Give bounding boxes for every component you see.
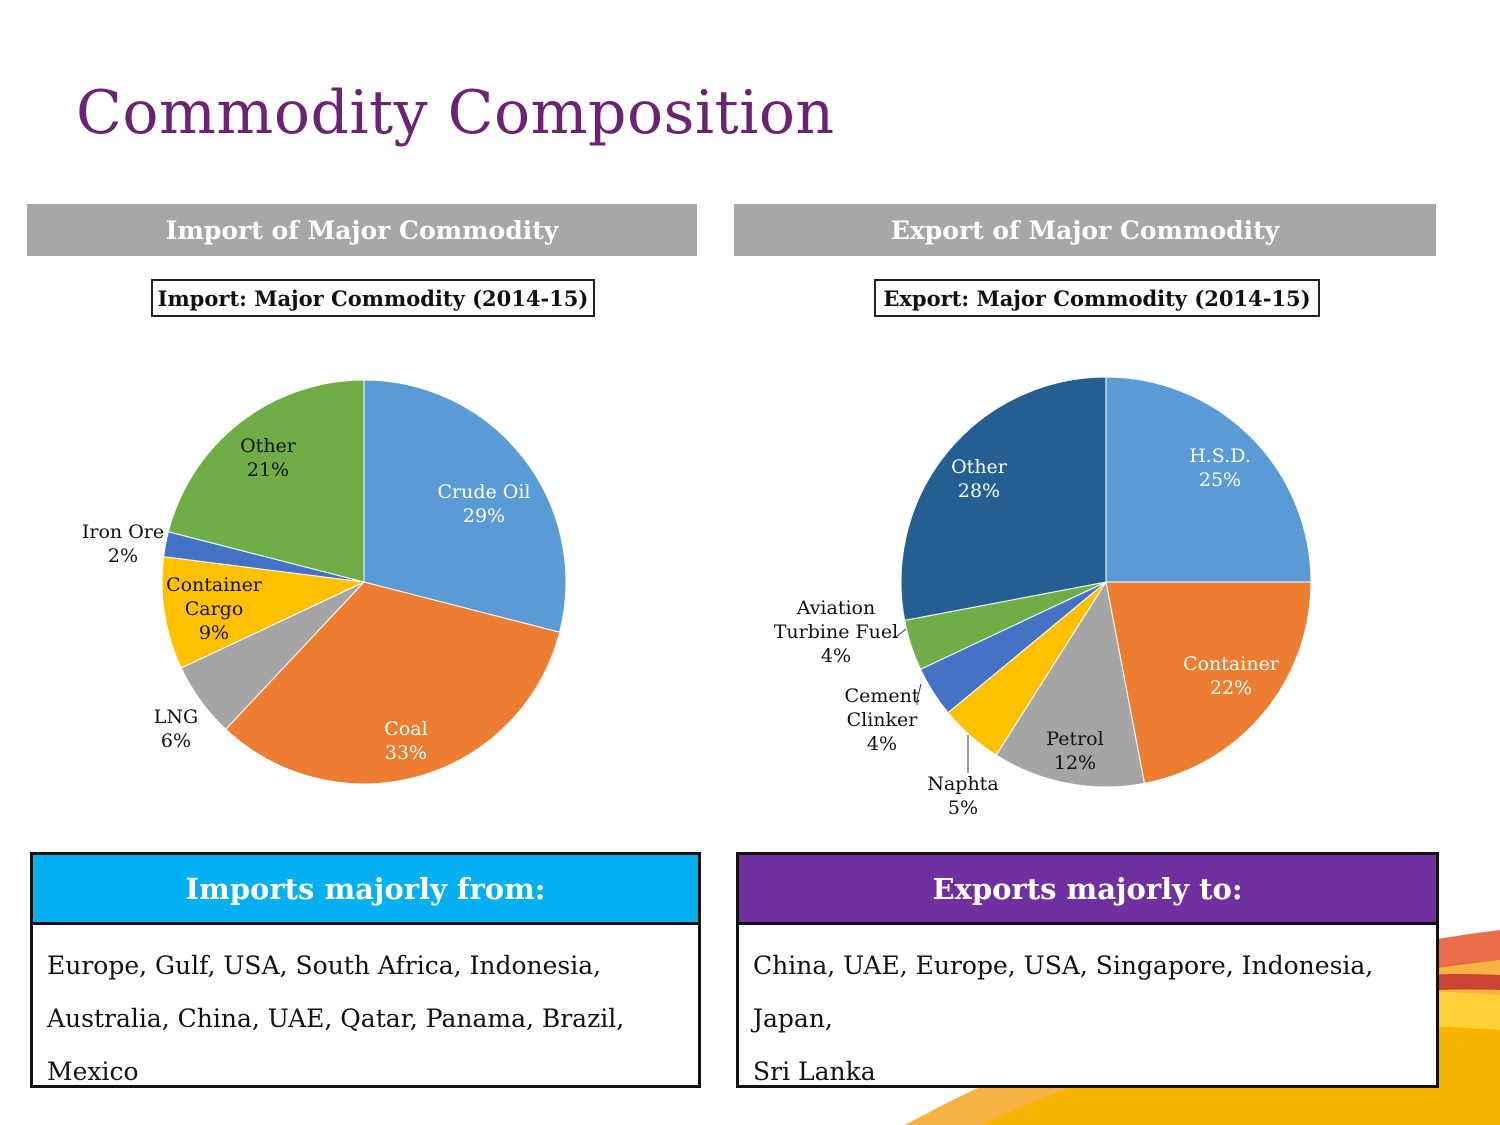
slice-label-coal: Coal 33% bbox=[384, 718, 427, 764]
slice-label-iron-ore: Iron Ore 2% bbox=[82, 521, 164, 567]
imports-line-2: Australia, China, UAE, Qatar, Panama, Br… bbox=[47, 1004, 625, 1086]
slice-label-lng: LNG 6% bbox=[154, 706, 198, 752]
exports-heading: Exports majorly to: bbox=[739, 855, 1436, 925]
leader-line-cement-clinker bbox=[916, 683, 922, 705]
imports-line-1: Europe, Gulf, USA, South Africa, Indones… bbox=[47, 951, 602, 980]
exports-line-1: China, UAE, Europe, USA, Singapore, Indo… bbox=[753, 951, 1374, 1033]
imports-box: Imports majorly from: Europe, Gulf, USA,… bbox=[30, 852, 701, 1088]
slice-label-crude-oil: Crude Oil 29% bbox=[437, 481, 530, 527]
pie-slice-container bbox=[1105, 581, 1312, 784]
exports-line-2: Sri Lanka bbox=[753, 1057, 876, 1086]
pie-slice-other bbox=[900, 376, 1107, 621]
pie-slice-h-s-d bbox=[1105, 376, 1312, 583]
pie-slice-petrol bbox=[995, 580, 1145, 788]
pie-slice-coal bbox=[225, 581, 561, 785]
slice-label-other: Other 28% bbox=[951, 456, 1008, 502]
slice-label-aviation-turbine-fuel: Aviation Turbine Fuel 4% bbox=[774, 597, 899, 667]
exports-box: Exports majorly to: China, UAE, Europe, … bbox=[736, 852, 1439, 1088]
pie-slice-container-cargo bbox=[161, 556, 366, 669]
import-section-header: Import of Major Commodity bbox=[27, 204, 697, 256]
import-chart-title: Import: Major Commodity (2014-15) bbox=[151, 279, 595, 317]
slice-label-h-s-d: H.S.D. 25% bbox=[1189, 445, 1251, 491]
slice-label-petrol: Petrol 12% bbox=[1046, 728, 1103, 774]
pie-slice-other bbox=[167, 379, 365, 583]
export-section-header: Export of Major Commodity bbox=[734, 204, 1436, 256]
export-chart-title: Export: Major Commodity (2014-15) bbox=[874, 279, 1320, 317]
imports-heading: Imports majorly from: bbox=[33, 855, 698, 925]
pie-slice-crude-oil bbox=[363, 379, 567, 633]
slice-label-other: Other 21% bbox=[240, 435, 297, 481]
page-title: Commodity Composition bbox=[76, 78, 835, 148]
leader-line-aviation-turbine-fuel bbox=[893, 628, 907, 638]
slice-label-container: Container 22% bbox=[1183, 653, 1280, 699]
slice-label-container-cargo: Container Cargo 9% bbox=[166, 574, 263, 644]
slice-label-cement-clinker: Cement Clinker 4% bbox=[845, 685, 920, 755]
slice-label-naphta: Naphta 5% bbox=[927, 773, 998, 819]
